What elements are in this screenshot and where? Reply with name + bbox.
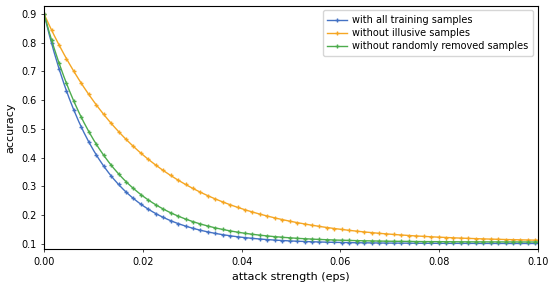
without randomly removed samples	[493, 240, 499, 244]
with all training samples	[60, 82, 67, 86]
without illusive samples	[132, 147, 139, 150]
without randomly removed samples	[510, 240, 516, 244]
Line: without illusive samples: without illusive samples	[43, 12, 540, 242]
without randomly removed samples	[60, 75, 67, 79]
without illusive samples	[60, 52, 67, 56]
with all training samples	[510, 242, 516, 245]
without illusive samples	[41, 12, 48, 16]
without randomly removed samples	[172, 213, 179, 217]
with all training samples	[493, 242, 499, 245]
with all training samples	[70, 109, 77, 112]
without randomly removed samples	[70, 100, 77, 103]
with all training samples	[172, 221, 179, 224]
Y-axis label: accuracy: accuracy	[6, 102, 16, 153]
without illusive samples	[172, 177, 179, 180]
with all training samples	[535, 242, 541, 245]
without randomly removed samples	[132, 189, 139, 192]
with all training samples	[132, 199, 139, 202]
with all training samples	[41, 12, 48, 16]
Line: with all training samples: with all training samples	[43, 12, 540, 245]
without randomly removed samples	[535, 240, 541, 244]
without illusive samples	[493, 238, 499, 241]
Line: without randomly removed samples: without randomly removed samples	[43, 12, 540, 244]
without illusive samples	[70, 70, 77, 73]
X-axis label: attack strength (eps): attack strength (eps)	[232, 272, 350, 283]
Legend: with all training samples, without illusive samples, without randomly removed sa: with all training samples, without illus…	[322, 10, 533, 56]
without randomly removed samples	[41, 12, 48, 16]
without illusive samples	[535, 238, 541, 242]
without illusive samples	[510, 238, 516, 241]
